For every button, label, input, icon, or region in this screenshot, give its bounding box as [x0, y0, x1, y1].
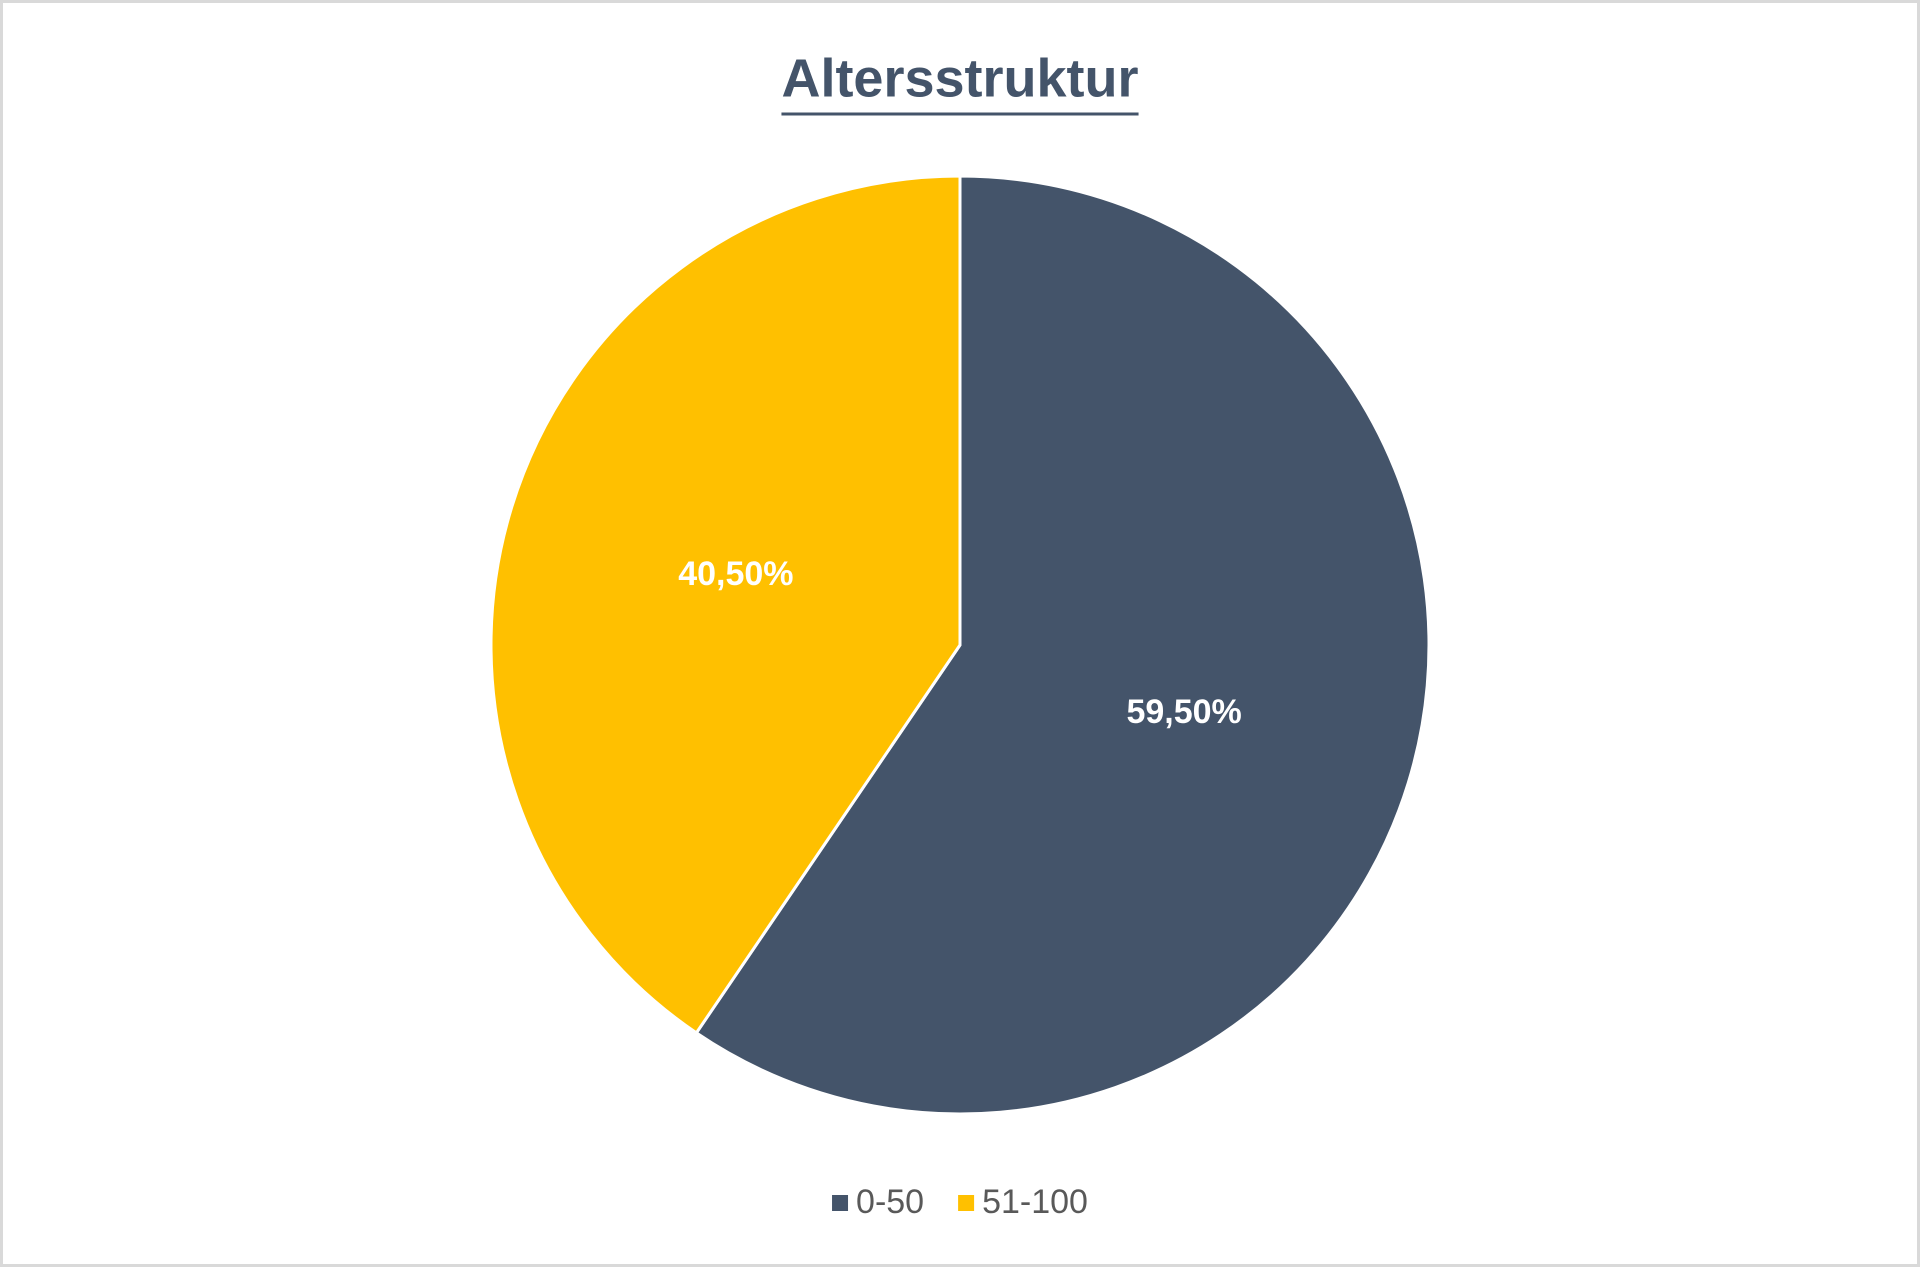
legend-swatch [958, 1195, 975, 1211]
data-label: 40,50% [678, 555, 793, 593]
legend-swatch [832, 1195, 849, 1211]
legend-label: 51-100 [982, 1183, 1088, 1221]
data-label: 59,50% [1126, 693, 1241, 731]
legend-label: 0-50 [856, 1183, 924, 1221]
pie-slice [694, 174, 1431, 1116]
chart-title: Altersstruktur [781, 48, 1138, 108]
pie-slice [489, 174, 962, 1035]
